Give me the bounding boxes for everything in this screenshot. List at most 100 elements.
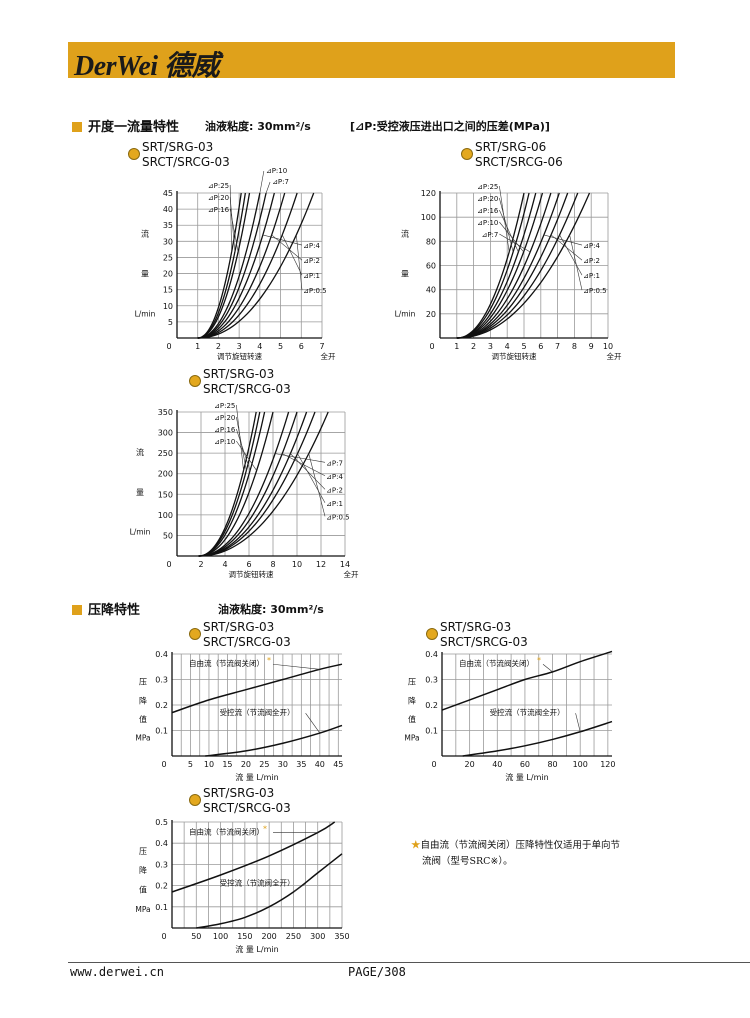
page-number: PAGE/308 <box>348 965 406 979</box>
leader-line <box>308 453 326 517</box>
leader-line <box>262 234 303 246</box>
section-title-text: 开度一流量特性 <box>88 120 180 135</box>
header-bar <box>68 42 675 78</box>
series-group: 自由流（节流阀关闭） * 受控流（节流阀全开） <box>171 821 343 929</box>
x-tick-label: 2 <box>198 560 203 569</box>
series-line <box>196 853 343 929</box>
footer-divider <box>68 962 750 963</box>
x-tick-label: 5 <box>278 342 283 351</box>
y-tick-label: 0.4 <box>425 650 438 659</box>
series-line <box>197 192 315 339</box>
y-tick-label: 100 <box>421 213 436 222</box>
y-tick-label: 50 <box>163 531 173 540</box>
x-tick-label: 40 <box>492 760 502 769</box>
series-label: ⊿P:0.5 <box>303 287 327 295</box>
y-axis-label: 压 <box>139 847 147 856</box>
model-bullet-icon <box>189 628 201 640</box>
model-name: SRCT/SRCG-06 <box>475 155 563 169</box>
model-name: SRT/SRG-03 <box>203 786 275 800</box>
y-axis-label: 流 <box>136 447 144 457</box>
y-tick-label: 100 <box>158 511 173 520</box>
model-label: SRT/SRG-03 SRCT/SRCG-03 <box>203 620 291 650</box>
series-line <box>198 411 266 557</box>
leader-line <box>236 428 251 471</box>
y-axis-label: 降 <box>139 695 147 705</box>
series-label: ⊿P:1 <box>303 272 320 280</box>
model-bullet-icon <box>461 148 473 160</box>
y-tick-label: 0.1 <box>425 727 438 736</box>
y-axis-label: 值 <box>139 885 147 895</box>
series-label: 受控流（节流阀全开） <box>490 707 565 717</box>
x-tick-label: 250 <box>286 932 301 941</box>
leader-line <box>499 233 531 253</box>
x-tick-label: 20 <box>241 760 251 769</box>
series-group: 自由流（节流阀关闭） * 受控流（节流阀全开） <box>441 650 613 757</box>
y-tick-label: 250 <box>158 449 173 458</box>
x-tick-label: 2 <box>216 342 221 351</box>
x-tick-label: 120 <box>600 760 615 769</box>
x-axis-label: 调节旋钮转速 <box>217 351 262 361</box>
series-label: ⊿P:20 <box>208 194 229 202</box>
viscosity-label: 油液粘度: 30mm²/s <box>218 603 324 616</box>
series-label: ⊿P:25 <box>214 402 235 410</box>
model-label: SRT/SRG-03 SRCT/SRCG-03 <box>203 367 291 397</box>
series-label: ⊿P:20 <box>214 414 235 422</box>
y-axis-label: 值 <box>408 714 416 724</box>
model-label: SRT/SRG-03 SRCT/SRCG-03 <box>440 620 528 650</box>
x-tick-label: 1 <box>195 342 200 351</box>
y-axis-label: 压 <box>408 678 416 687</box>
x-tick-label: 60 <box>520 760 530 769</box>
series-label: ⊿P:2 <box>303 257 320 265</box>
series-group: ⊿P:25 ⊿P:20 ⊿P:16 ⊿P:10 ⊿P:7 ⊿P:4 ⊿P:2 ⊿P:1 ⊿P:0… <box>456 183 607 339</box>
x-tick-label: 3 <box>237 342 242 351</box>
leader-line <box>559 234 583 276</box>
series-line <box>197 192 286 339</box>
y-tick-label: 45 <box>163 189 173 198</box>
leader-line <box>236 440 257 471</box>
x-tick-label: 9 <box>589 342 594 351</box>
x-tick-label: 8 <box>270 560 275 569</box>
leader-line <box>272 663 320 670</box>
series-label: ⊿P:4 <box>326 473 343 481</box>
star-marker: * <box>267 656 271 665</box>
model-bullet-icon <box>426 628 438 640</box>
y-tick-label: 0.1 <box>155 727 168 736</box>
series-label: ⊿P:10 <box>266 167 287 175</box>
model-name: SRCT/SRCG-03 <box>203 635 291 649</box>
x-tick-label: 0 <box>431 760 436 769</box>
x-tick-label: 0 <box>429 342 434 351</box>
series-line <box>205 724 343 757</box>
leader-line <box>293 883 306 893</box>
model-bullet-icon <box>189 375 201 387</box>
series-label: ⊿P:7 <box>272 178 289 186</box>
leader-line <box>499 185 510 252</box>
model-name: SRCT/SRCG-03 <box>203 801 291 815</box>
series-group: 自由流（节流阀关闭） * 受控流（节流阀全开） <box>171 656 343 757</box>
y-tick-label: 0.4 <box>155 839 168 848</box>
y-tick-label: 200 <box>158 470 173 479</box>
series-label: ⊿P:10 <box>477 219 498 227</box>
y-tick-label: 0.2 <box>155 701 168 710</box>
y-tick-label: 300 <box>158 429 173 438</box>
y-axis-label: L/min <box>130 527 151 536</box>
x-tick-label: 45 <box>333 760 343 769</box>
y-tick-label: 350 <box>158 408 173 417</box>
model-name: SRT/SRG-03 <box>203 620 275 634</box>
x-tick-label: 4 <box>257 342 262 351</box>
y-axis-label: 量 <box>141 269 149 278</box>
y-axis-label: 压 <box>139 678 147 687</box>
x-tick-label: 6 <box>246 560 251 569</box>
leader-line <box>229 208 239 253</box>
y-axis-label: MPa <box>404 734 419 743</box>
x-tick-label: 10 <box>292 560 302 569</box>
series-line <box>456 192 591 339</box>
series-group: ⊿P:25 ⊿P:20 ⊿P:16 ⊿P:10 ⊿P:7 ⊿P:4 ⊿P:2 ⊿P:1 ⊿P:0… <box>198 402 350 557</box>
y-tick-label: 40 <box>163 205 173 214</box>
x-tick-label: 7 <box>555 342 560 351</box>
model-name: SRT/SRG-06 <box>475 140 547 154</box>
series-label: ⊿P:7 <box>481 231 498 239</box>
footer-website[interactable]: www.derwei.cn <box>70 965 164 979</box>
